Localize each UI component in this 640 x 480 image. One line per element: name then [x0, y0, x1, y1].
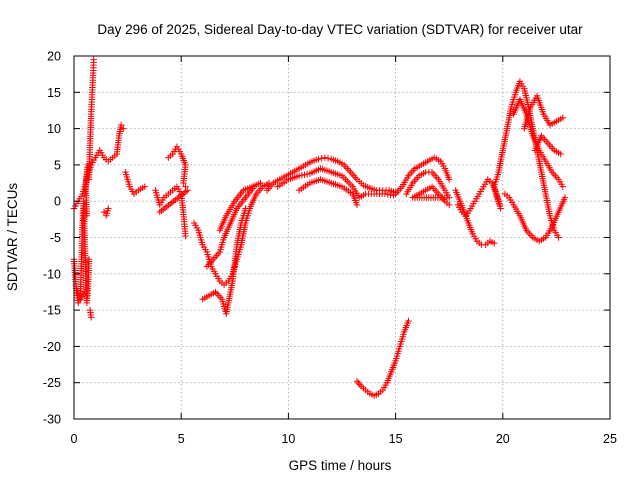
data-point: [180, 179, 187, 187]
series-early-band: [70, 121, 191, 303]
data-point: [100, 208, 108, 216]
data-point: [324, 155, 332, 162]
y-tick-label: 20: [47, 50, 61, 64]
y-tick-label: -10: [43, 267, 61, 281]
x-tick-label: 0: [71, 432, 78, 446]
data-point: [156, 208, 163, 216]
data-point: [557, 150, 564, 158]
data-point: [315, 155, 322, 163]
data-point: [555, 234, 562, 241]
data-point: [355, 379, 362, 387]
x-tick-label: 20: [496, 432, 510, 446]
y-axis-label: SDTVAR / TECUs: [5, 183, 20, 292]
chart-title: Day 296 of 2025, Sidereal Day-to-day VTE…: [97, 22, 583, 37]
tick-layer: 0 5 10 15 20 25 -30 -25 -20 -15 -10 -5 0 5 10 15 20: [43, 50, 617, 447]
series-dip-curves: [190, 179, 273, 317]
x-axis-label: GPS time / hours: [289, 458, 392, 473]
data-point: [446, 176, 453, 183]
x-tick-label: 15: [389, 432, 403, 446]
data-point: [353, 201, 361, 209]
y-tick-label: -15: [43, 304, 61, 318]
series-afternoon-curves: [392, 154, 453, 209]
data-point: [491, 240, 498, 247]
data-point: [242, 205, 249, 212]
x-tick-label: 10: [281, 432, 295, 446]
series-late-curves: [452, 78, 569, 248]
data-point: [87, 314, 95, 321]
data-point: [405, 317, 412, 325]
data-point: [353, 378, 361, 385]
y-tick-label: -5: [50, 231, 61, 245]
y-tick-label: -30: [43, 413, 61, 427]
y-tick-label: -20: [43, 340, 61, 354]
grid-layer: [74, 56, 610, 419]
x-tick-label: 25: [603, 432, 617, 446]
data-point: [85, 256, 93, 263]
data-point: [559, 183, 567, 190]
data-layer: [70, 56, 569, 399]
data-point: [321, 154, 329, 161]
data-point: [90, 56, 97, 63]
data-point: [318, 155, 325, 162]
data-point: [303, 170, 311, 178]
y-tick-label: -25: [43, 376, 61, 390]
data-point: [117, 121, 125, 129]
data-point: [81, 288, 88, 296]
data-point: [561, 194, 569, 201]
y-tick-label: 10: [47, 122, 61, 136]
x-tick-label: 5: [178, 432, 185, 446]
data-point: [446, 201, 453, 209]
data-point: [301, 171, 308, 178]
data-point: [182, 232, 189, 240]
data-point: [257, 179, 264, 187]
data-point: [105, 205, 112, 212]
data-point: [559, 114, 567, 121]
data-point: [295, 172, 303, 179]
series-low-arc: [353, 317, 412, 399]
y-tick-label: 15: [47, 86, 61, 100]
y-tick-label: 5: [54, 158, 61, 172]
series-mid-band: [263, 154, 399, 209]
data-point: [298, 172, 305, 179]
data-point: [120, 125, 127, 132]
y-tick-label: 0: [54, 195, 61, 209]
data-point: [141, 183, 148, 190]
